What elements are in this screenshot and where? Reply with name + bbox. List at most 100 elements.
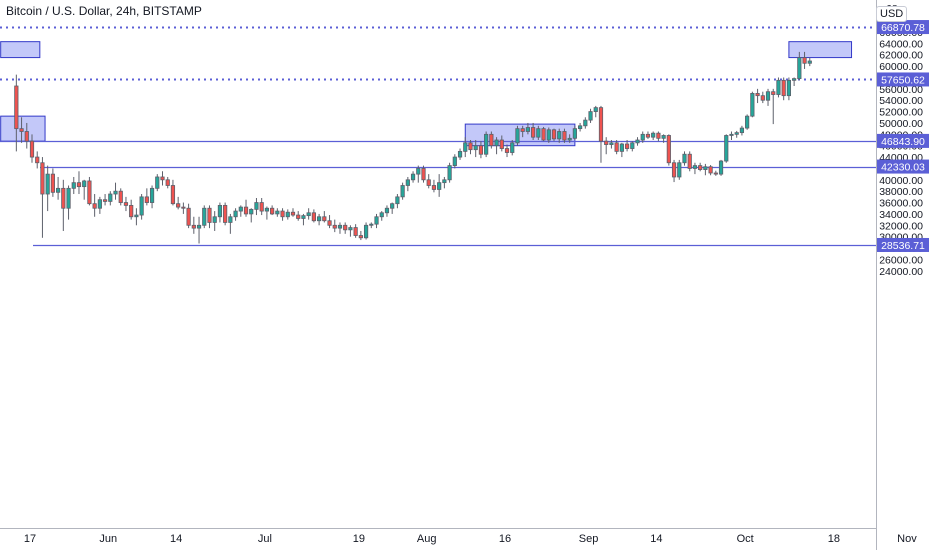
candle-body-up [217, 204, 223, 218]
candle-body-up [792, 78, 797, 81]
candle [395, 194, 400, 209]
candle [165, 176, 170, 189]
candle-body-down [431, 185, 437, 190]
level-price-label-bg [877, 72, 929, 87]
candle [249, 208, 254, 223]
level-price-label-text: 57650.62 [881, 74, 925, 86]
candle [243, 199, 249, 217]
candle [588, 108, 593, 123]
candle [593, 105, 598, 118]
candle-body-up [410, 173, 416, 181]
price-tick-label: 34000.00 [879, 209, 923, 221]
price-tick-label: 52000.00 [879, 107, 923, 119]
level-price-label-text: 46843.90 [881, 136, 925, 148]
candle-body-down [478, 145, 484, 155]
candle-body-down [624, 143, 630, 149]
candle [797, 51, 802, 81]
candle [682, 151, 687, 166]
candle-body-down [296, 214, 301, 219]
candle-body-down [598, 107, 604, 142]
candle-body-up [400, 185, 405, 198]
time-tick-label: 17 [24, 533, 36, 545]
candle [390, 202, 395, 214]
candle [50, 168, 55, 197]
candle-body-down [332, 224, 337, 229]
candle-body-down [551, 129, 557, 140]
candle [671, 159, 677, 183]
candle [275, 208, 280, 217]
candle-body-up [301, 215, 306, 219]
candle [259, 198, 264, 216]
candle-body-down [771, 91, 776, 95]
candle [666, 134, 671, 166]
candle-body-up [739, 127, 745, 134]
candle [609, 140, 614, 149]
price-tick-label: 24000.00 [879, 266, 923, 278]
candle-body-up [202, 207, 207, 226]
candle [687, 151, 692, 172]
candle [755, 88, 760, 104]
candle [129, 199, 134, 220]
candle [379, 211, 384, 221]
candle [541, 126, 546, 142]
candle-body-up [447, 165, 452, 181]
candle-body-up [494, 139, 499, 147]
candle [745, 114, 750, 130]
currency-button[interactable]: USD [876, 6, 908, 22]
candle-body-up [238, 206, 243, 212]
candle [452, 154, 457, 169]
candle-body-down [14, 85, 19, 130]
candle [29, 134, 35, 163]
candle [296, 211, 301, 221]
candle-body-down [468, 142, 473, 151]
candle [630, 141, 635, 152]
level-price-label-bg [877, 159, 929, 174]
candle-body-up [363, 224, 369, 239]
candle-body-down [270, 207, 275, 215]
candle [332, 219, 337, 233]
candle [776, 77, 781, 98]
candle [280, 208, 285, 221]
candle [504, 144, 510, 158]
candle-body-down [170, 185, 176, 205]
candle [290, 208, 296, 217]
candle-body-down [426, 179, 431, 186]
candle [123, 196, 129, 212]
time-tick-label: 18 [828, 533, 840, 545]
candle-body-down [504, 148, 510, 153]
candle-body-up [661, 135, 666, 139]
candle [24, 122, 29, 149]
level-price-label-text: 66870.78 [881, 22, 925, 34]
candle-body-up [703, 166, 708, 170]
candle-body-up [692, 165, 698, 169]
candle [160, 171, 165, 186]
candle-body-up [66, 187, 71, 209]
candle-body-up [776, 79, 781, 95]
candle [624, 140, 630, 152]
plot-area [0, 26, 876, 247]
candle [155, 174, 160, 192]
candle-body-up [593, 107, 598, 112]
time-tick-label: 14 [170, 533, 182, 545]
candle [525, 122, 531, 135]
candle [384, 205, 390, 217]
candle [447, 162, 452, 183]
candle-body-down [671, 162, 677, 178]
candle-body-down [562, 131, 567, 141]
candle-body-down [76, 182, 82, 188]
candle-body-down [802, 57, 807, 64]
candle [567, 134, 572, 143]
price-tick-label: 32000.00 [879, 220, 923, 232]
candle [520, 125, 525, 138]
candle-body-down [760, 95, 765, 101]
candle [718, 159, 724, 176]
candle-body-down [191, 224, 196, 229]
candle [191, 216, 196, 234]
candle-body-up [149, 187, 155, 203]
candle [426, 174, 431, 189]
candle [61, 179, 66, 231]
level-price-label: 66870.78 [877, 20, 929, 35]
candle [781, 77, 786, 101]
candle-body-up [316, 216, 322, 222]
